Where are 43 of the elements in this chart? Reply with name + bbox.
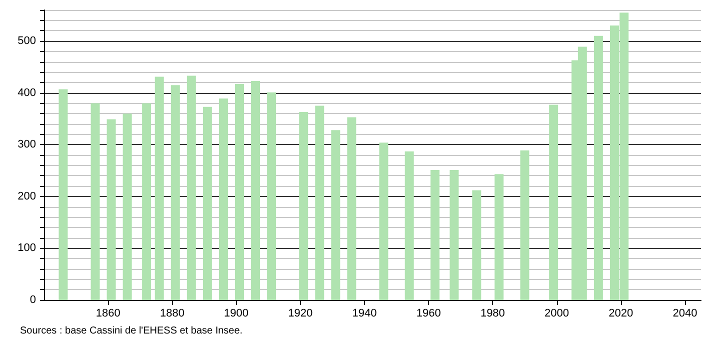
bar [170,85,180,300]
y-tick-label: 200 [18,190,36,202]
bar [106,119,116,300]
bar [347,117,356,300]
y-tick-label: 300 [18,138,36,151]
bar [186,76,196,300]
y-tick-label: 100 [18,242,36,254]
bar [472,190,482,300]
x-tick-label: 1880 [160,308,184,320]
y-tick-label: 400 [18,86,36,99]
bar [430,170,440,300]
bar [251,80,260,300]
bar [331,130,340,300]
bar [267,92,276,300]
bar [520,150,530,300]
bar [122,114,132,300]
source-note: Sources : base Cassini de l'EHESS et base Insee. [20,326,243,336]
x-tick-label: 2000 [544,308,570,320]
x-tick-label: 1940 [352,308,377,320]
bar [299,112,308,300]
bar [218,98,228,300]
y-tick-label: 0 [30,294,36,306]
bar [202,106,212,300]
bar [450,170,459,300]
x-tick-label: 1900 [224,308,249,320]
bar [90,103,100,300]
bar [494,174,504,300]
bar [549,104,558,300]
x-tick-label: 1980 [480,308,505,320]
bar [404,151,414,300]
bar [154,76,164,300]
bar [58,89,68,300]
bar [379,142,388,300]
x-tick-label: 2040 [672,308,698,320]
bar [594,36,603,300]
bar [235,84,244,300]
x-tick-label: 1960 [416,308,441,320]
bar [142,103,152,300]
y-tick-label: 500 [18,35,36,48]
x-tick-label: 1860 [96,308,120,320]
bar [315,106,324,300]
x-tick-label: 1920 [288,308,313,320]
x-tick-label: 2020 [608,308,634,320]
